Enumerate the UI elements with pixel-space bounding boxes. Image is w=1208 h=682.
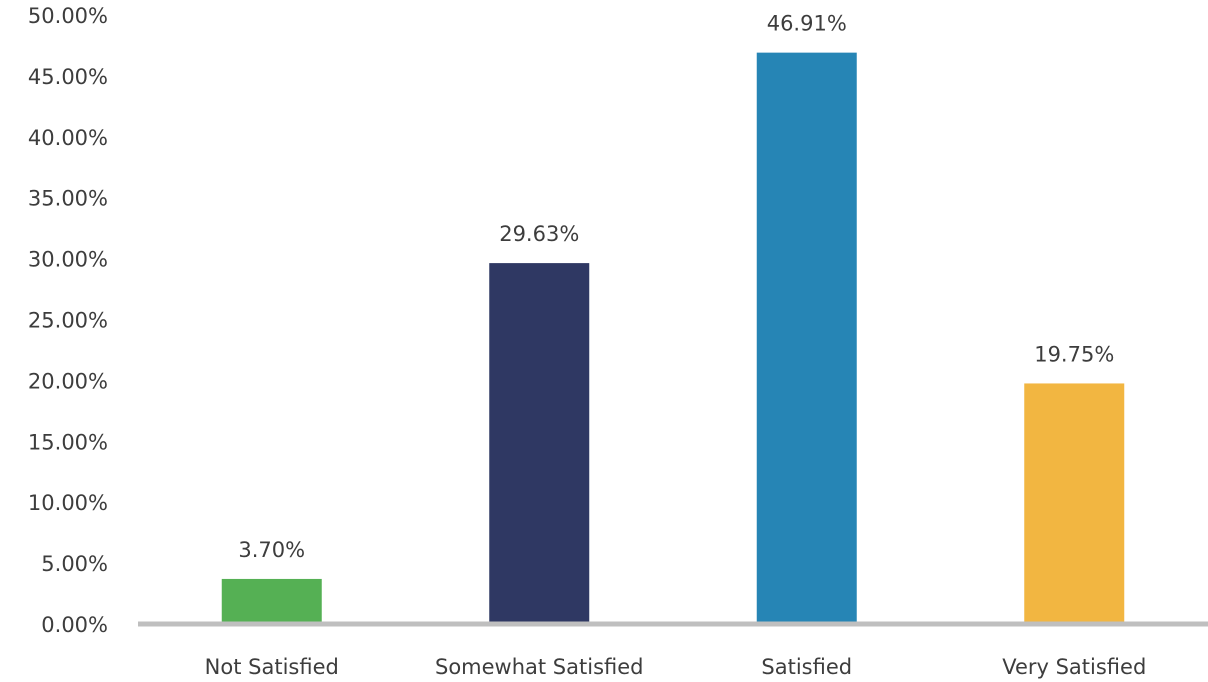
y-tick-label: 15.00%: [28, 430, 108, 454]
data-label: 3.70%: [238, 538, 305, 562]
data-label: 29.63%: [499, 222, 579, 246]
y-tick-label: 45.00%: [28, 65, 108, 89]
x-category-label: Very Satisfied: [1002, 655, 1146, 679]
y-tick-label: 30.00%: [28, 248, 108, 272]
x-category-label: Somewhat Satisfied: [435, 655, 644, 679]
y-tick-label: 20.00%: [28, 369, 108, 393]
x-category-label: Not Satisfied: [205, 655, 339, 679]
x-category-label: Satisfied: [761, 655, 852, 679]
data-label: 19.75%: [1034, 342, 1114, 366]
y-tick-label: 10.00%: [28, 491, 108, 515]
y-axis-tick-labels: 0.00% 5.00% 10.00% 15.00% 20.00% 25.00% 30.00%…: [28, 4, 108, 637]
y-tick-label: 50.00%: [28, 4, 108, 28]
y-tick-label: 5.00%: [41, 552, 108, 576]
bar-not-satisfied: [221, 578, 322, 624]
y-tick-label: 25.00%: [28, 309, 108, 333]
data-label: 46.91%: [767, 12, 847, 36]
bar-satisfied: [756, 52, 857, 624]
y-tick-label: 40.00%: [28, 126, 108, 150]
bars: [221, 52, 1125, 624]
y-tick-label: 0.00%: [41, 613, 108, 637]
y-tick-label: 35.00%: [28, 187, 108, 211]
bar-somewhat-satisfied: [489, 263, 590, 624]
x-axis-category-labels: Not Satisfied Somewhat Satisfied Satisfied…: [205, 655, 1147, 679]
bar-very-satisfied: [1024, 383, 1125, 624]
bar-data-labels: 3.70% 29.63% 46.91% 19.75%: [238, 12, 1114, 562]
